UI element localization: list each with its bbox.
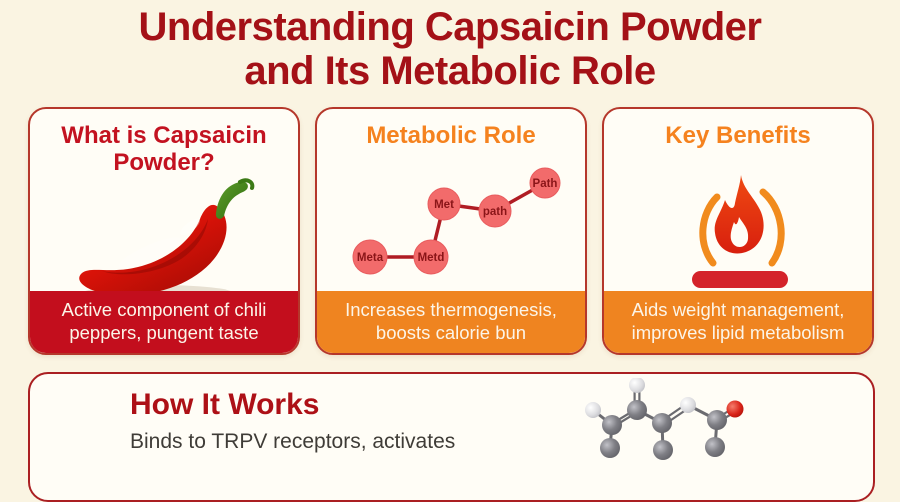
chili-pepper-icon [79, 178, 255, 301]
network-node [352, 239, 388, 275]
carbon-atom [627, 400, 647, 420]
metabolic-network-diagram: Met path Path Meta Metd [352, 167, 561, 275]
how-it-works-title: How It Works [130, 388, 320, 421]
page-title-line2: and Its Metabolic Role [244, 49, 656, 93]
node-label: Metd [418, 252, 445, 264]
node-label: path [483, 206, 507, 218]
hydrogen-atom [680, 397, 696, 413]
carbon-atom [652, 413, 672, 433]
carbon-atom [653, 440, 673, 460]
hydrogen-atom [585, 402, 601, 418]
carbon-atom [600, 438, 620, 458]
card-metabolic-role: Metabolic Role Met path Path Meta Metd I… [315, 107, 587, 355]
hydrogen-atom [629, 378, 645, 393]
page-title-line1: Understanding Capsaicin Powder [138, 5, 762, 49]
network-node [529, 167, 561, 199]
card-key-benefits: Key Benefits Aids weight management, imp… [602, 107, 874, 355]
carbon-atom [602, 415, 622, 435]
card-title: Metabolic Role [366, 122, 536, 149]
flame-icon [692, 175, 788, 288]
card-footer: Aids weight management, improves lipid m… [604, 291, 872, 353]
how-it-works-card: How It Works Binds to TRPV receptors, ac… [28, 372, 875, 502]
node-label: Path [533, 178, 558, 190]
network-node [413, 239, 449, 275]
page-title: Understanding Capsaicin Powder and Its M… [0, 5, 900, 93]
molecule-icon [585, 378, 744, 460]
card-footer: Active component of chili peppers, punge… [30, 291, 298, 353]
node-label: Met [434, 199, 454, 211]
node-label: Meta [357, 252, 384, 264]
network-node [478, 194, 512, 228]
card-title: What is Capsaicin Powder? [61, 122, 267, 176]
how-it-works-body: Binds to TRPV receptors, activates [130, 430, 456, 453]
card-title: Key Benefits [665, 122, 811, 149]
card-footer: Increases thermogenesis, boosts calorie … [317, 291, 585, 353]
network-node [427, 187, 461, 221]
carbon-atom [705, 437, 725, 457]
carbon-atom [707, 410, 727, 430]
oxygen-atom [726, 400, 744, 418]
card-what-is-capsaicin: What is Capsaicin Powder? Active compone… [28, 107, 300, 355]
